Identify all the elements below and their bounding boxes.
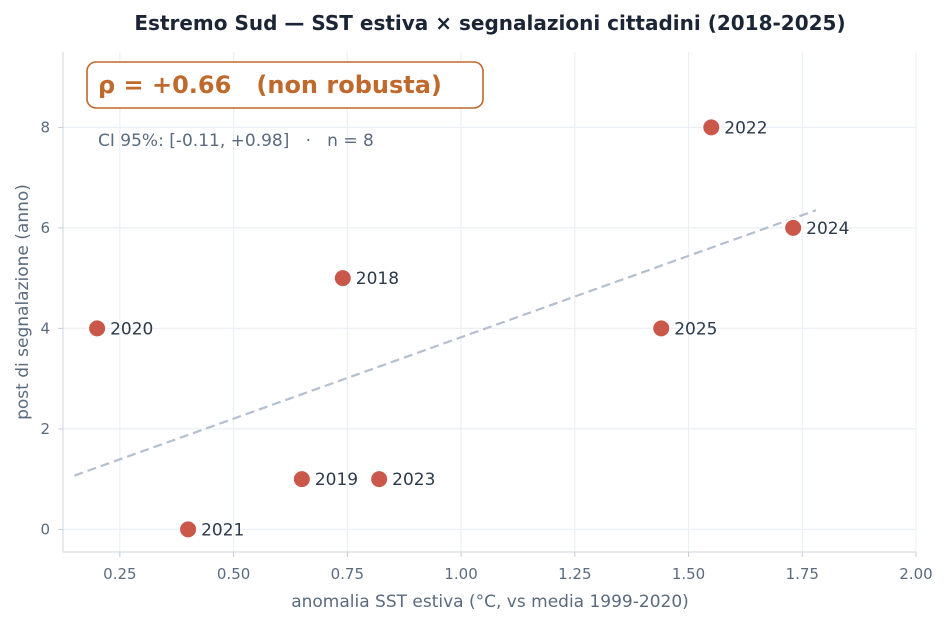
trend-line	[74, 209, 817, 477]
data-point	[178, 519, 199, 540]
data-point-label: 2018	[356, 269, 399, 289]
data-point-label: 2023	[392, 470, 435, 490]
y-axis-label: post di segnalazione (anno)	[13, 184, 33, 420]
data-point	[651, 318, 672, 339]
x-tick-label: 1.50	[672, 565, 705, 583]
data-point	[291, 469, 312, 490]
grid	[63, 52, 917, 552]
ci-annotation: CI 95%: [-0.11, +0.98] · n = 8	[98, 131, 374, 151]
data-point	[369, 469, 390, 490]
data-point-label: 2019	[315, 470, 358, 490]
data-point	[783, 217, 804, 238]
data-point-label: 2025	[674, 319, 717, 339]
data-point	[701, 117, 722, 138]
data-point	[87, 318, 108, 339]
x-tick-label: 0.50	[217, 565, 250, 583]
data-point-label: 2020	[110, 319, 153, 339]
y-tick-label: 4	[40, 319, 50, 337]
y-tick-label: 6	[40, 219, 50, 237]
x-axis-label: anomalia SST estiva (°C, vs media 1999-2…	[291, 592, 689, 612]
rho-annotation: ρ = +0.66 (non robusta)	[98, 71, 442, 99]
data-point-label: 2021	[201, 520, 244, 540]
data-point-label: 2022	[724, 118, 767, 138]
x-tick-label: 0.75	[331, 565, 364, 583]
y-tick-label: 0	[40, 520, 50, 538]
x-tick-label: 2.00	[899, 565, 932, 583]
x-tick-label: 1.25	[558, 565, 591, 583]
data-point	[332, 268, 353, 289]
x-tick-label: 1.00	[444, 565, 477, 583]
x-tick-label: 0.25	[103, 565, 136, 583]
rho-box	[86, 61, 484, 109]
x-tick-label: 1.75	[786, 565, 819, 583]
y-tick-label: 2	[40, 420, 50, 438]
data-points: 2018 2019 2020 2021 2022 2023 2024 2025	[87, 117, 849, 540]
y-tick-labels: 0 2 4 6 8	[40, 118, 63, 538]
y-tick-label: 8	[40, 118, 50, 136]
chart-title: Estremo Sud — SST estiva × segnalazioni …	[134, 11, 845, 35]
x-tick-labels: 0.25 0.50 0.75 1.00 1.25 1.50 1.75 2.00	[103, 552, 933, 583]
data-point-label: 2024	[806, 219, 849, 239]
